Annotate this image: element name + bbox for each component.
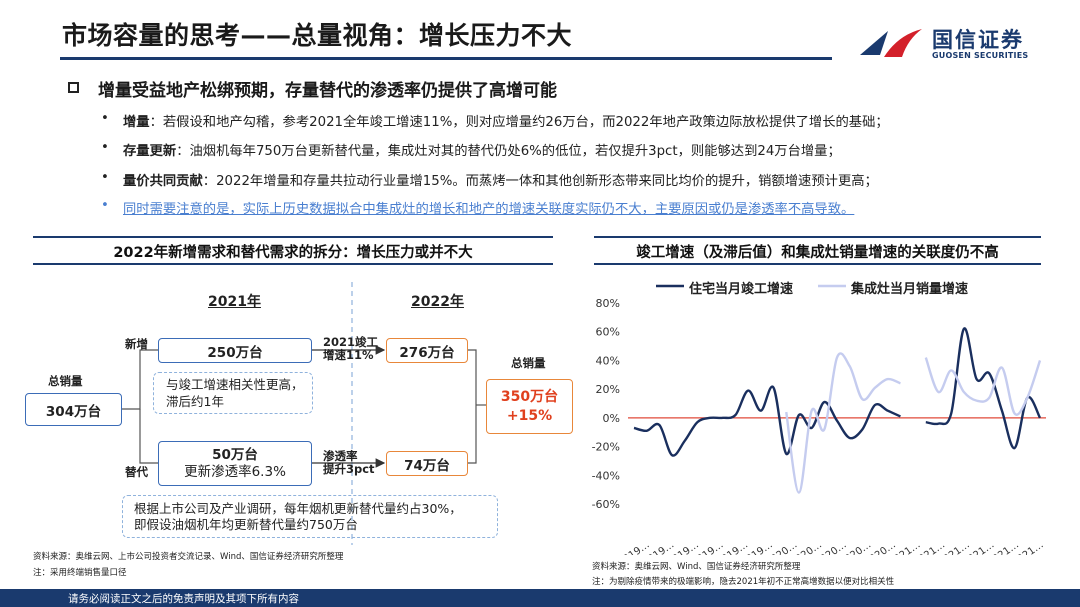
- left-section-title: 2022年新增需求和替代需求的拆分：增长压力或并不大: [113, 245, 473, 261]
- bullet-text: ：油烟机每年750万台更新替代量，集成灶对其的替代仍处6%的低位，若仅提升3pc…: [176, 144, 841, 159]
- footer-bar: 请务必阅读正文之后的免责声明及其项下所有内容: [0, 589, 1080, 607]
- legend-swatch-completion: [656, 284, 684, 288]
- penetration-line2: 提升3pct: [323, 462, 375, 476]
- note-lag-box: 与竣工增速相关性更高， 滞后约1年: [153, 372, 313, 414]
- logo-text-en: GUOSEN SECURITIES: [932, 51, 1029, 60]
- new-demand-2022-box: 276万台: [386, 338, 468, 363]
- right-title-bottom-line: [594, 263, 1041, 265]
- headline: 增量受益地产松绑预期，存量替代的渗透率仍提供了高增可能: [98, 81, 557, 101]
- legend-completion-label: 住宅当月竣工增速: [689, 282, 794, 297]
- bullet-dot-icon: •: [101, 170, 109, 185]
- replacement-penetration: 更新渗透率6.3%: [184, 463, 286, 480]
- y-tick-label: 20%: [596, 383, 620, 396]
- total-sales-2022-growth: +15%: [506, 407, 553, 424]
- replacement-label: 替代: [125, 465, 148, 479]
- legend-swatch-stove: [818, 284, 846, 288]
- year-2022-label: 2022年: [411, 294, 464, 310]
- y-tick-label: -60%: [592, 498, 620, 511]
- total-sales-2021-box: 304万台: [25, 393, 122, 426]
- new-demand-label: 新增: [125, 337, 148, 351]
- total-sales-2022-label: 总销量: [511, 356, 546, 370]
- total-sales-2022-value: 350万台: [500, 388, 559, 405]
- series-stove-line: [924, 357, 1042, 416]
- series-completion-line: [925, 327, 1042, 450]
- replacement-2022-box: 74万台: [386, 451, 468, 476]
- replacement-2021-value: 50万台: [212, 446, 258, 463]
- new-demand-2021-box: 250万台: [158, 338, 312, 363]
- completion-growth-label: 2021竣工 增速11%: [323, 336, 378, 362]
- bullet-dot-icon: •: [101, 140, 109, 155]
- note-replacement-line2: 即假设油烟机年均更新替代量约750万台: [134, 517, 358, 532]
- left-note: 注：采用终端销售量口径: [33, 568, 127, 578]
- series-completion-line: [633, 385, 901, 457]
- guosen-logo-icon: [860, 29, 922, 57]
- note-replacement-line1: 根据上市公司及产业调研，每年烟机更新替代量约占30%，: [134, 501, 462, 516]
- note-lag-line2: 滞后约1年: [166, 394, 224, 409]
- bullet-bold: 增量: [123, 115, 150, 130]
- footer-disclaimer: 请务必阅读正文之后的免责声明及其项下所有内容: [68, 593, 299, 605]
- y-tick-label: 0%: [603, 412, 620, 425]
- completion-vs-stove-chart: 80%60%40%20%0%-20%-40%-60%2019…2019…2019…: [592, 297, 1046, 555]
- replacement-2021-box: 50万台 更新渗透率6.3%: [158, 441, 312, 486]
- note-lag-line1: 与竣工增速相关性更高，: [166, 377, 304, 392]
- right-section-title: 竣工增速（及滞后值）和集成灶销量增速的关联度仍不高: [636, 245, 999, 261]
- left-title-bottom-line: [33, 263, 553, 265]
- penetration-line1: 渗透率: [323, 449, 358, 463]
- completion-growth-line2: 增速11%: [323, 348, 374, 362]
- y-tick-label: -40%: [592, 469, 620, 482]
- series-stove-line: [785, 352, 901, 494]
- penetration-increase-label: 渗透率 提升3pct: [323, 450, 375, 476]
- year-2021-label: 2021年: [208, 294, 261, 310]
- title-underline: [60, 57, 832, 60]
- bullet-text: ：2022年增量和存量共拉动行业量增15%。而蒸烤一体和其他创新形态带来同比均价…: [202, 174, 878, 189]
- total-sales-label: 总销量: [48, 374, 83, 388]
- y-tick-label: 40%: [596, 354, 620, 367]
- bullet-bold: 量价共同贡献: [123, 174, 203, 189]
- left-title-top-line: [33, 236, 553, 238]
- checkbox-square-icon: [68, 82, 79, 93]
- bullet-dot-icon: •: [101, 198, 109, 213]
- page-title: 市场容量的思考——总量视角：增长压力不大: [62, 21, 573, 50]
- y-tick-label: -20%: [592, 441, 620, 454]
- completion-growth-line1: 2021竣工: [323, 335, 379, 349]
- bullet-text: 同时需要注意的是，实际上历史数据拟合中集成灶的增长和地产的增速关联度实际仍不大，…: [123, 202, 855, 217]
- note-replacement-box: 根据上市公司及产业调研，每年烟机更新替代量约占30%， 即假设油烟机年均更新替代…: [122, 495, 498, 538]
- right-note: 注：为剔除疫情带来的极端影响，隐去2021年初不正常高增数据以便对比相关性: [592, 577, 895, 587]
- bullet-dot-icon: •: [101, 111, 109, 126]
- bullet-bold: 存量更新: [123, 144, 177, 159]
- left-source: 资料来源：奥维云网、上市公司投资者交流记录、Wind、国信证券经济研究所整理: [33, 552, 344, 562]
- right-title-top-line: [594, 236, 1041, 238]
- legend-stove-label: 集成灶当月销量增速: [851, 282, 969, 297]
- y-tick-label: 80%: [596, 297, 620, 310]
- bullet-text: ：若假设和地产勾稽，参考2021全年竣工增速11%，则对应增量约26万台，而20…: [149, 115, 889, 130]
- x-tick-label: 2019…: [616, 539, 651, 555]
- y-tick-label: 60%: [596, 326, 620, 339]
- right-source: 资料来源：奥维云网、Wind、国信证券经济研究所整理: [592, 562, 801, 572]
- logo-text-cn: 国信证券: [932, 28, 1024, 52]
- total-sales-2022-box: 350万台 +15%: [486, 379, 573, 434]
